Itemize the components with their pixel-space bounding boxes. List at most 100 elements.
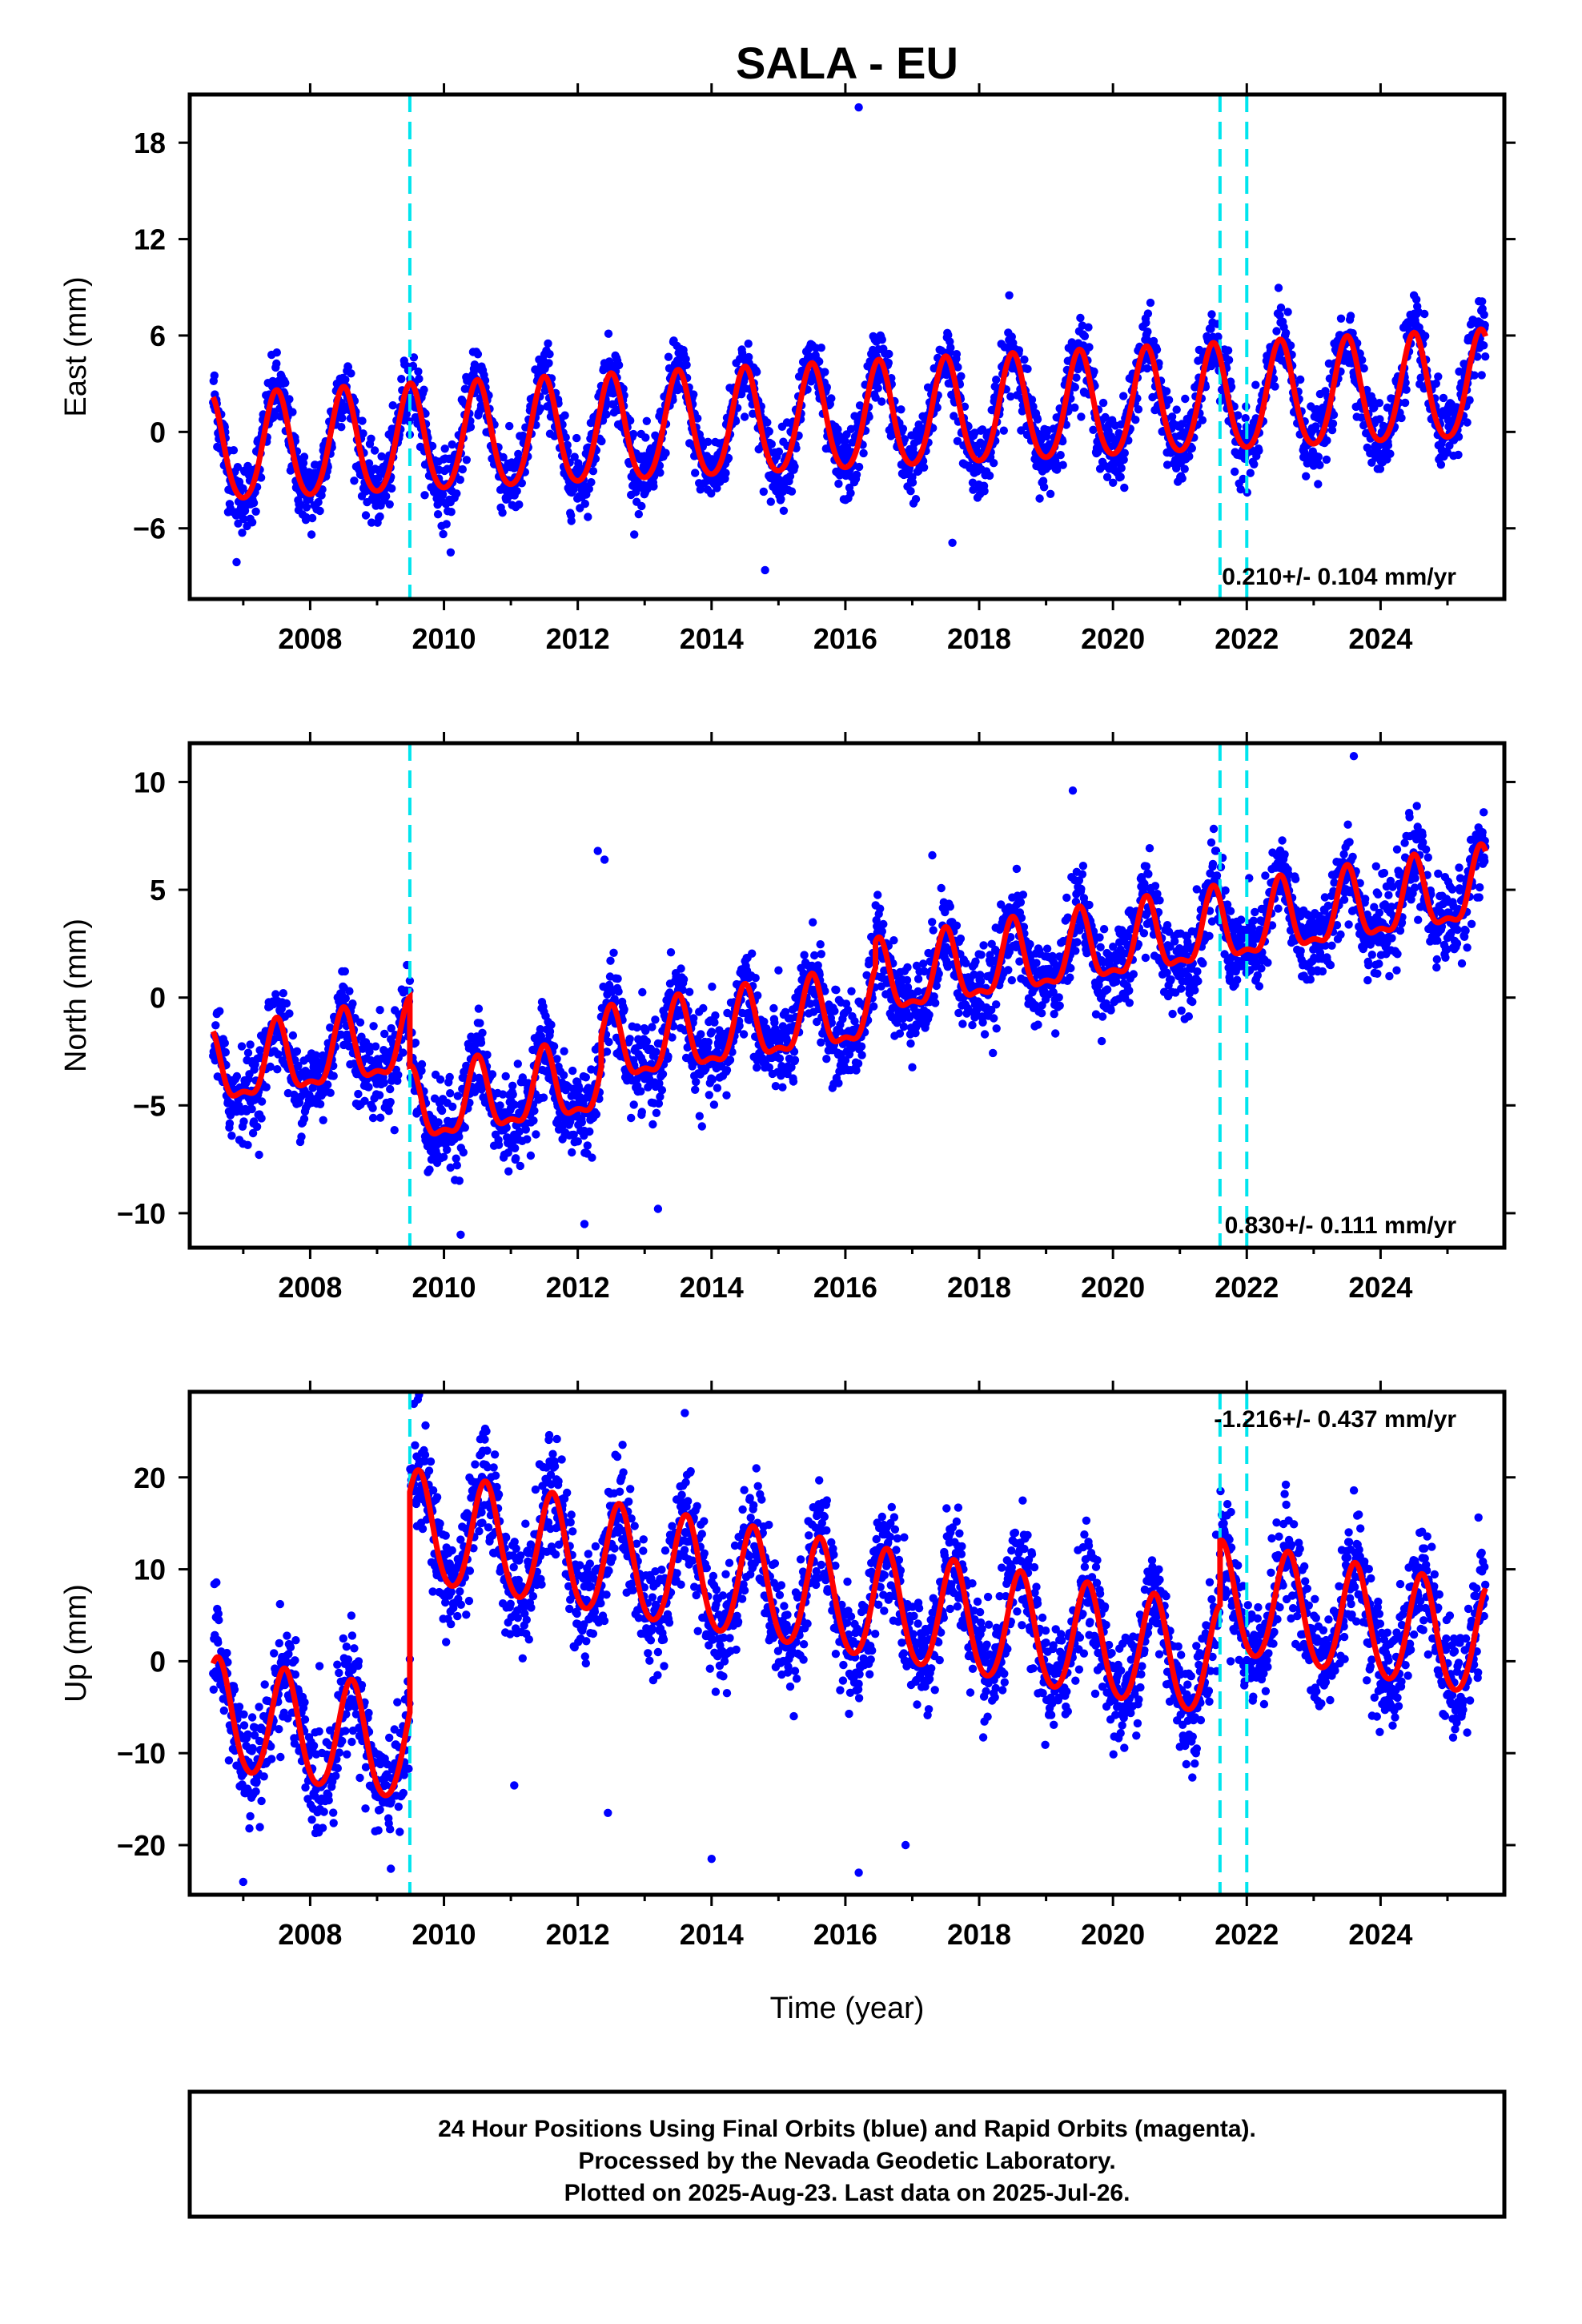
north-data-point bbox=[483, 1050, 492, 1059]
east-data-point bbox=[438, 490, 448, 499]
north-data-point bbox=[771, 1082, 781, 1091]
north-data-point bbox=[913, 987, 922, 996]
north-data-point bbox=[232, 1072, 242, 1081]
north-data-point bbox=[873, 891, 882, 899]
east-data-point bbox=[288, 408, 297, 416]
north-data-point bbox=[699, 1003, 708, 1013]
east-data-point bbox=[885, 349, 893, 359]
north-data-point bbox=[436, 1075, 445, 1084]
north-data-point bbox=[692, 1077, 701, 1087]
east-data-point bbox=[634, 509, 643, 519]
north-data-point bbox=[336, 1030, 345, 1039]
east-data-point bbox=[1454, 432, 1464, 441]
east-data-point bbox=[505, 421, 514, 431]
east-data-point bbox=[1227, 382, 1236, 392]
north-data-point bbox=[850, 1017, 859, 1026]
north-data-point bbox=[705, 1091, 713, 1100]
north-data-point bbox=[386, 1084, 395, 1094]
east-data-point bbox=[604, 329, 613, 338]
north-data-point bbox=[394, 1071, 403, 1080]
east-data-point bbox=[626, 416, 635, 425]
east-data-points bbox=[209, 103, 1490, 575]
north-data-point bbox=[417, 1066, 426, 1076]
east-data-point bbox=[833, 425, 842, 434]
north-data-point bbox=[592, 1110, 601, 1119]
north-data-point bbox=[832, 986, 841, 995]
north-data-point bbox=[822, 1055, 831, 1063]
east-data-point bbox=[1119, 455, 1128, 464]
north-data-point bbox=[239, 1117, 248, 1126]
north-data-point bbox=[455, 1132, 464, 1141]
north-data-point bbox=[390, 1126, 399, 1135]
north-data-point bbox=[502, 1124, 511, 1132]
east-data-point bbox=[1162, 387, 1171, 396]
north-data-point bbox=[266, 1062, 275, 1072]
north-data-point bbox=[498, 1090, 508, 1099]
east-data-point bbox=[1029, 402, 1038, 411]
east-data-point bbox=[1445, 441, 1454, 450]
east-data-point bbox=[452, 489, 461, 498]
east-data-point bbox=[1480, 310, 1488, 320]
east-data-point bbox=[1006, 392, 1015, 401]
north-data-point bbox=[526, 1151, 536, 1160]
north-data-point bbox=[889, 936, 898, 945]
east-data-point bbox=[1020, 355, 1029, 364]
north-data-point bbox=[651, 1015, 660, 1024]
north-data-point bbox=[583, 1141, 592, 1150]
north-data-point bbox=[405, 976, 415, 986]
north-data-points bbox=[209, 752, 1490, 1240]
east-data-point bbox=[545, 350, 554, 359]
north-data-point bbox=[817, 950, 825, 959]
north-data-point bbox=[606, 956, 615, 965]
north-data-point bbox=[326, 1088, 335, 1097]
north-data-point bbox=[221, 1047, 230, 1057]
east-data-point bbox=[570, 452, 579, 461]
east-data-point bbox=[229, 446, 239, 455]
east-data-point bbox=[1207, 324, 1215, 333]
east-data-point bbox=[682, 360, 691, 369]
north-data-point bbox=[677, 964, 685, 973]
north-data-point bbox=[655, 1079, 664, 1088]
north-data-point bbox=[665, 988, 674, 997]
east-outlier-point bbox=[446, 548, 456, 557]
north-data-point bbox=[271, 990, 280, 999]
east-plot-frame bbox=[187, 92, 1507, 601]
north-data-point bbox=[817, 1038, 825, 1047]
east-data-point bbox=[374, 473, 383, 483]
east-data-point bbox=[350, 476, 359, 485]
east-data-point bbox=[315, 506, 324, 516]
east-data-point bbox=[1090, 367, 1098, 376]
north-data-point bbox=[227, 1132, 236, 1140]
north-data-point bbox=[277, 1004, 286, 1013]
north-data-point bbox=[255, 1150, 263, 1160]
east-data-point bbox=[402, 409, 411, 419]
east-data-point bbox=[442, 520, 451, 529]
north-data-point bbox=[568, 1066, 577, 1076]
east-data-point bbox=[1400, 398, 1410, 408]
north-data-point bbox=[508, 1081, 517, 1091]
north-data-point bbox=[857, 1051, 866, 1059]
north-data-point bbox=[399, 1048, 408, 1057]
east-ytick-label: 6 bbox=[150, 320, 166, 352]
north-data-point bbox=[545, 1027, 555, 1036]
east-data-point bbox=[498, 509, 507, 517]
east-data-point bbox=[370, 446, 379, 455]
east-data-point bbox=[1346, 312, 1355, 320]
east-data-point bbox=[462, 456, 471, 464]
north-data-point bbox=[789, 1047, 799, 1056]
east-data-point bbox=[817, 344, 825, 352]
east-data-point bbox=[1089, 425, 1098, 434]
north-data-point bbox=[530, 1106, 539, 1116]
east-data-point bbox=[1397, 413, 1406, 423]
east-data-point bbox=[247, 518, 257, 527]
north-data-point bbox=[918, 959, 928, 968]
east-data-point bbox=[364, 459, 374, 468]
north-data-point bbox=[474, 1004, 484, 1013]
north-data-point bbox=[654, 1099, 664, 1108]
north-data-point bbox=[434, 1118, 443, 1127]
north-data-point bbox=[735, 1021, 744, 1031]
north-data-point bbox=[708, 982, 717, 991]
north-data-point bbox=[808, 961, 817, 971]
north-data-point bbox=[292, 1047, 302, 1056]
